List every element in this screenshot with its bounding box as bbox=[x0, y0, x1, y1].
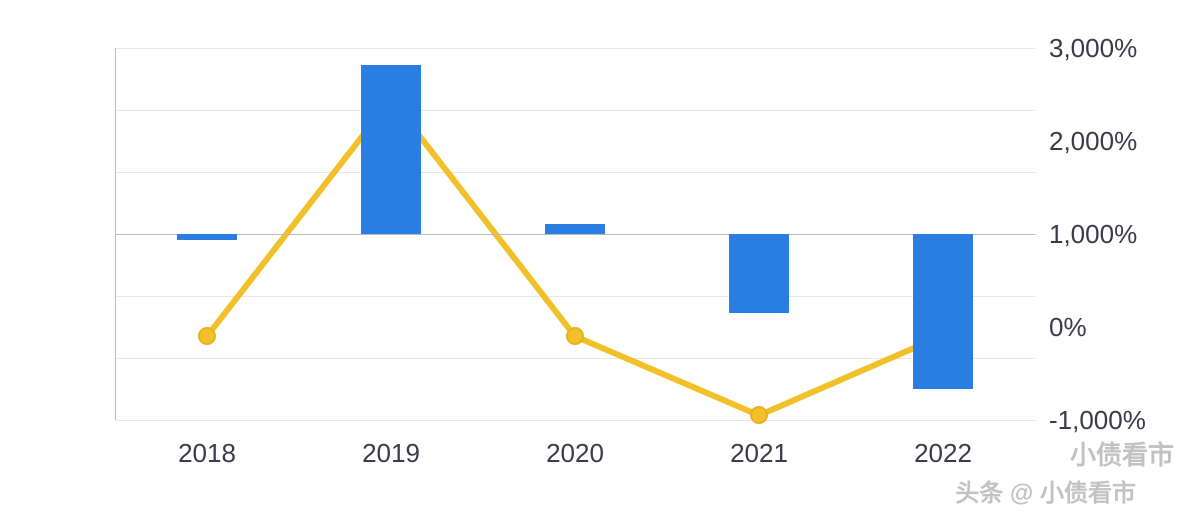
gridline bbox=[115, 358, 1035, 359]
y-right-tick-label: 1,000% bbox=[1049, 219, 1137, 250]
bar bbox=[177, 234, 238, 240]
line-marker bbox=[198, 327, 216, 345]
x-tick-label: 2020 bbox=[535, 438, 615, 469]
y-right-tick-label: -1,000% bbox=[1049, 405, 1146, 436]
combo-chart: -90-60-300306090 -1,000%0%1,000%2,000%3,… bbox=[0, 0, 1196, 524]
bar bbox=[729, 234, 790, 313]
y-right-tick-label: 2,000% bbox=[1049, 126, 1137, 157]
gridline bbox=[115, 110, 1035, 111]
y-right-tick-label: 3,000% bbox=[1049, 33, 1137, 64]
x-tick-label: 2018 bbox=[167, 438, 247, 469]
zero-line bbox=[115, 234, 1035, 235]
bar bbox=[361, 65, 422, 234]
bar bbox=[545, 224, 606, 234]
gridline bbox=[115, 296, 1035, 297]
gridline bbox=[115, 420, 1035, 421]
x-tick-label: 2021 bbox=[719, 438, 799, 469]
gridline bbox=[115, 48, 1035, 49]
watermark-attr: 头条 @ 小债看市 bbox=[955, 473, 1136, 508]
gridline bbox=[115, 172, 1035, 173]
line-marker bbox=[566, 327, 584, 345]
watermark-logo-text: 小债看市 bbox=[1070, 440, 1174, 470]
watermark-attr-text: 头条 @ 小债看市 bbox=[955, 480, 1136, 507]
watermark-logo: 小债看市 bbox=[1070, 435, 1174, 472]
bar bbox=[913, 234, 974, 389]
y-right-tick-label: 0% bbox=[1049, 312, 1087, 343]
x-tick-label: 2019 bbox=[351, 438, 431, 469]
x-tick-label: 2022 bbox=[903, 438, 983, 469]
line-marker bbox=[750, 406, 768, 424]
